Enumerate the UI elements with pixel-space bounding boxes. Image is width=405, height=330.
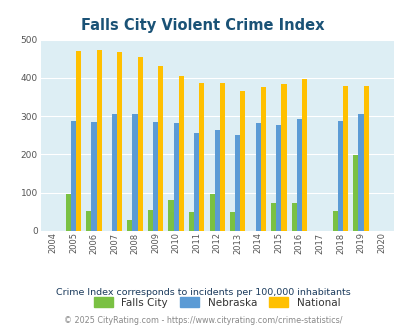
Bar (153, 122, 158, 231)
Bar (275, 125, 281, 231)
Text: Falls City Violent Crime Index: Falls City Violent Crime Index (81, 18, 324, 33)
Bar (342, 86, 347, 231)
Text: Crime Index corresponds to incidents per 100,000 inhabitants: Crime Index corresponds to incidents per… (55, 287, 350, 297)
Bar (91, 122, 96, 231)
Bar (96, 50, 101, 231)
Bar (76, 51, 81, 231)
Bar (214, 130, 219, 231)
Legend: Falls City, Nebraska, National: Falls City, Nebraska, National (94, 297, 339, 308)
Bar (260, 87, 265, 231)
Bar (178, 76, 183, 231)
Text: © 2025 CityRating.com - https://www.cityrating.com/crime-statistics/: © 2025 CityRating.com - https://www.city… (64, 316, 341, 325)
Bar (281, 84, 286, 231)
Bar (234, 135, 240, 231)
Bar (332, 211, 337, 231)
Bar (194, 133, 199, 231)
Bar (301, 79, 306, 231)
Bar (86, 211, 91, 231)
Bar (158, 66, 163, 231)
Bar (66, 194, 71, 231)
Bar (199, 83, 204, 231)
Bar (147, 210, 153, 231)
Bar (168, 200, 173, 231)
Bar (209, 194, 214, 231)
Bar (127, 219, 132, 231)
Bar (137, 57, 143, 231)
Bar (188, 212, 194, 231)
Bar (362, 86, 368, 231)
Bar (255, 123, 260, 231)
Bar (117, 52, 122, 231)
Bar (219, 83, 224, 231)
Bar (132, 114, 137, 231)
Bar (291, 203, 296, 231)
Bar (240, 90, 245, 231)
Bar (112, 114, 117, 231)
Bar (337, 121, 342, 231)
Bar (296, 119, 301, 231)
Bar (230, 212, 234, 231)
Bar (358, 114, 362, 231)
Bar (271, 203, 275, 231)
Bar (352, 155, 358, 231)
Bar (71, 121, 76, 231)
Bar (173, 123, 178, 231)
